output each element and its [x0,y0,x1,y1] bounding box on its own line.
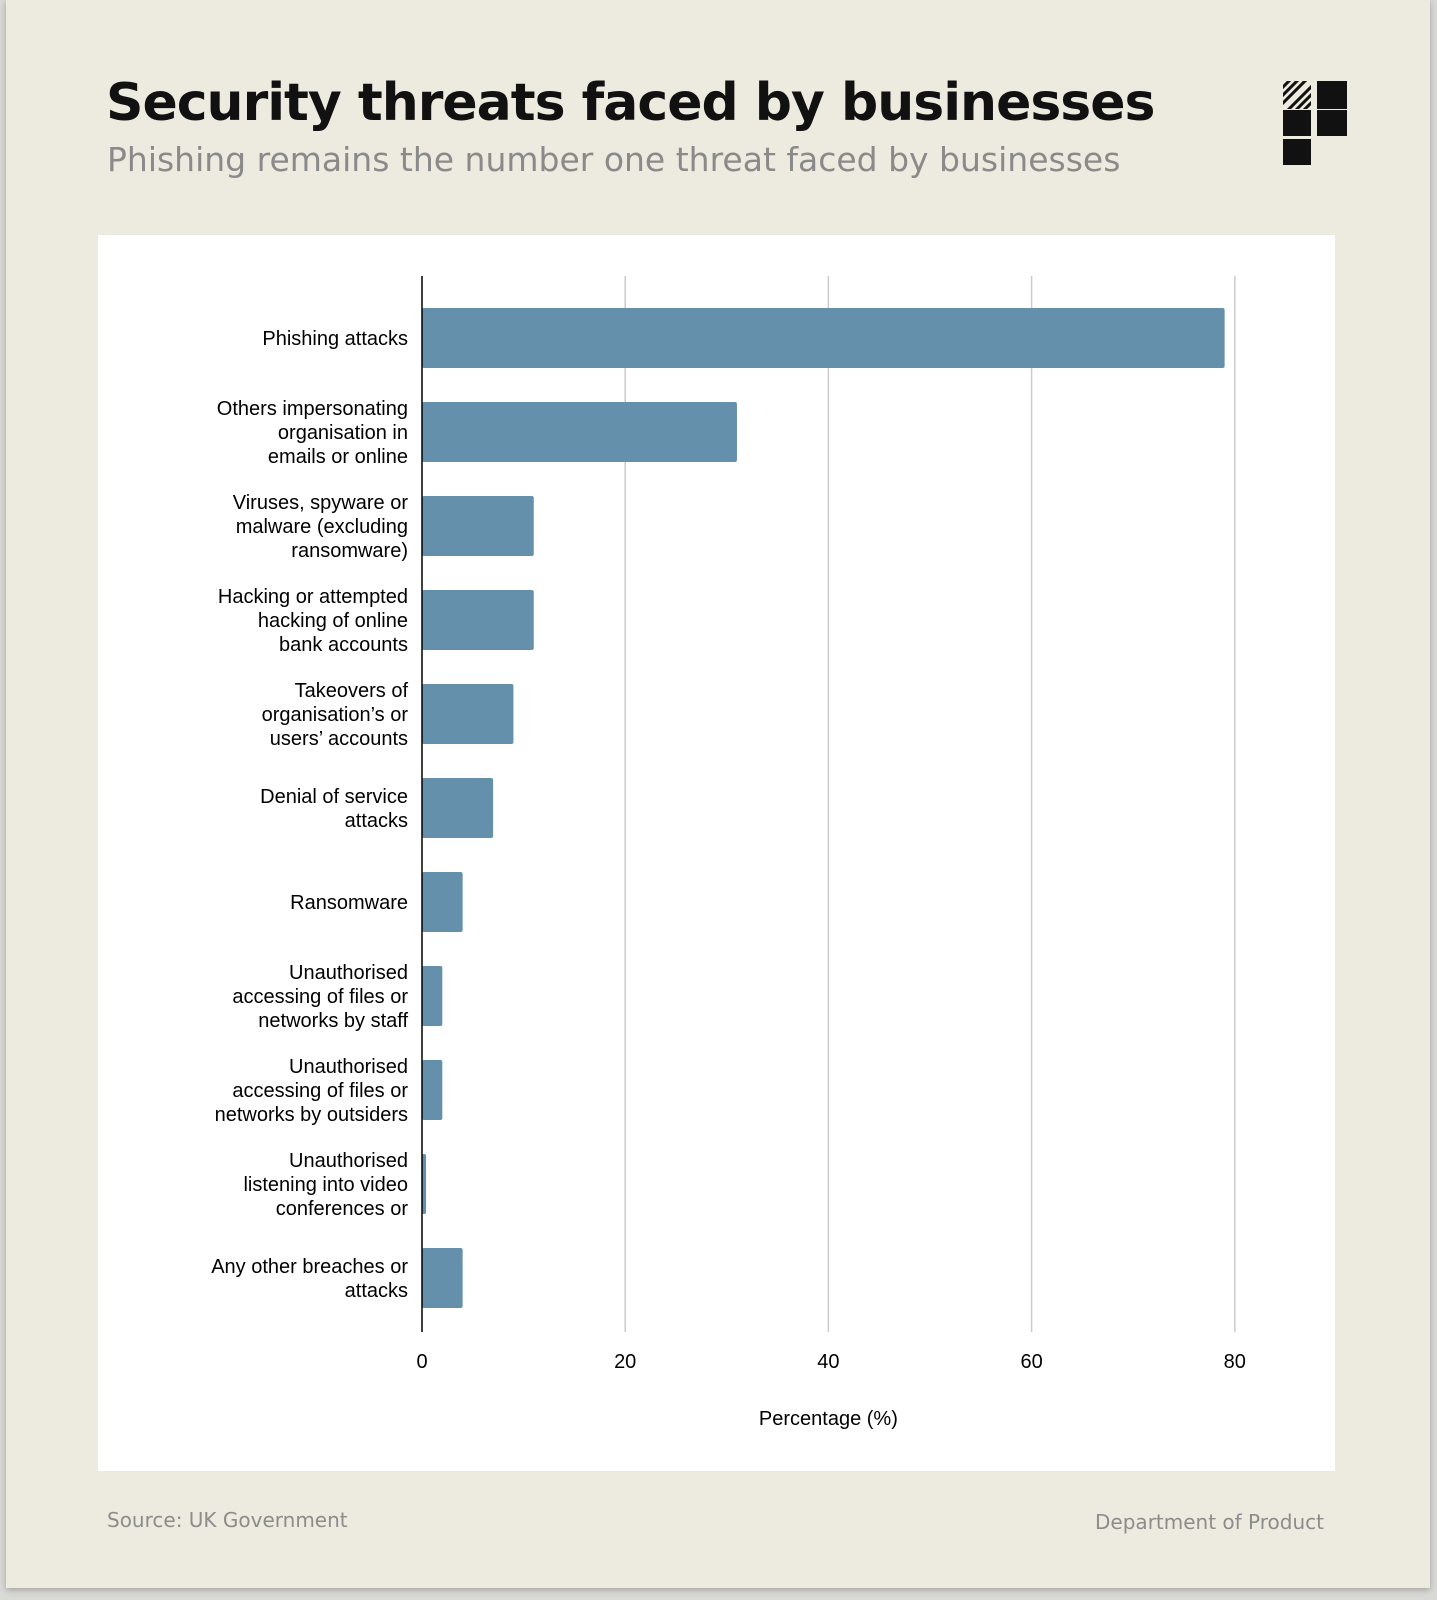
logo-square [1317,81,1347,109]
logo-square [1283,110,1311,136]
category-label-line: organisation in [278,422,408,444]
bar [422,1248,463,1308]
category-label: Denial of service attacks [260,786,408,832]
category-label: Unauthorised accessing of files or network… [215,1056,409,1126]
bar [422,402,737,462]
source-note: Source: UK Government [107,1508,348,1532]
category-label: Ransomware [290,892,408,914]
category-label-line: users’ accounts [270,728,408,750]
category-label-line: Denial of service [260,786,408,808]
category-label-line: Ransomware [290,892,408,914]
bar [422,308,1225,368]
department-of-product-logo-icon [1283,81,1347,165]
category-label-line: Unauthorised [289,1150,408,1172]
category-label-line: networks by staff [258,1010,408,1032]
bar [422,1154,427,1214]
category-label-line: listening into video [243,1174,408,1196]
category-label-line: accessing of files or [232,1080,408,1102]
category-label-line: hacking of online [258,610,408,632]
bar-chart: 0 20 40 60 80 Phishing attacks Others imperson… [211,276,1246,1430]
category-label: Viruses, spyware or malware (excluding ran… [233,492,409,562]
logo-hatched-square [1283,81,1311,109]
category-label: Takeovers of organisation’s or users’ acco… [262,680,409,750]
category-label: Unauthorised listening into video conferen… [243,1150,408,1220]
bar [422,590,534,650]
chart-panel: 0 20 40 60 80 Phishing attacks Others imperson… [98,235,1335,1471]
page-subtitle: Phishing remains the number one threat f… [107,140,1121,179]
category-label-line: Hacking or attempted [218,586,408,608]
bar [422,496,534,556]
logo-square [1283,139,1311,165]
category-label-line: networks by outsiders [215,1104,408,1126]
category-label-line: bank accounts [279,634,408,656]
category-label-line: accessing of files or [232,986,408,1008]
x-tick-label: 40 [817,1351,839,1373]
category-label-line: Others impersonating [217,398,408,420]
category-label-line: attacks [345,810,408,832]
category-label: Unauthorised accessing of files or network… [232,962,408,1032]
category-label: Any other breaches or attacks [211,1256,408,1302]
bar [422,778,494,838]
category-label-line: emails or online [268,446,408,468]
category-label: Hacking or attempted hacking of online ban… [218,586,408,656]
bar [422,1060,443,1120]
category-label-line: Takeovers of [295,680,409,702]
category-label-line: Unauthorised [289,1056,408,1078]
category-label-line: Phishing attacks [262,328,408,350]
bar [422,966,443,1026]
category-label-line: conferences or [276,1198,409,1220]
x-axis-title: Percentage (%) [759,1408,898,1430]
x-tick-label: 60 [1020,1351,1042,1373]
x-tick-label: 80 [1224,1351,1246,1373]
bar [422,872,463,932]
logo-square [1317,110,1347,136]
category-label-line: Viruses, spyware or [233,492,409,514]
bar [422,684,514,744]
category-label-line: organisation’s or [262,704,409,726]
category-label-line: malware (excluding [236,516,408,538]
category-label-line: Any other breaches or [211,1256,408,1278]
category-label: Phishing attacks [262,328,408,350]
category-label-line: Unauthorised [289,962,408,984]
category-label-line: attacks [345,1280,408,1302]
page-title: Security threats faced by businesses [106,73,1155,133]
brand-name: Department of Product [1095,1510,1324,1534]
category-label: Others impersonating organisation in email… [217,398,408,468]
infographic-card: Security threats faced by businesses Phi… [6,0,1430,1588]
category-label-line: ransomware) [291,540,408,562]
x-tick-label: 20 [614,1351,636,1373]
x-tick-label: 0 [416,1351,427,1373]
